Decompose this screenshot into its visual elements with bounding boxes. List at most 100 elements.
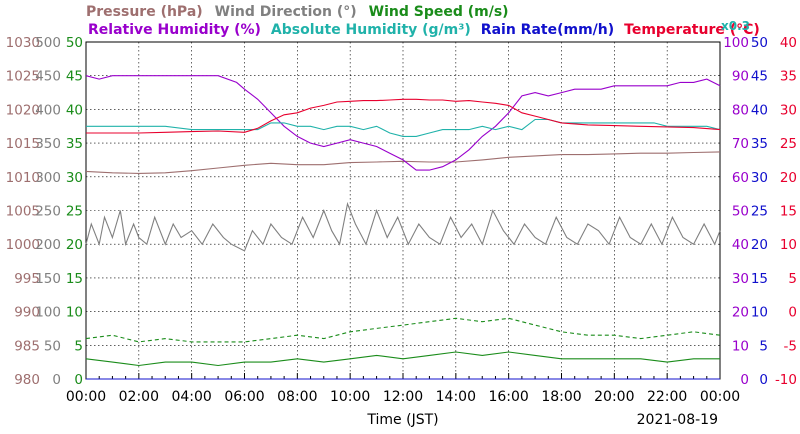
pressure-tick-label: 1010 (6, 170, 40, 186)
pressure-tick-label: 1015 (6, 136, 40, 152)
temperature-line (86, 98, 721, 134)
temperature-tick-label: 25 (780, 136, 797, 152)
rain-rate-tick-label: 15 (751, 271, 768, 287)
humidity-tick-label: 30 (732, 271, 749, 287)
legend-abs-humidity: Absolute Humidity (g/m³) (271, 22, 471, 38)
axis-labels: 00:00 02:00 04:00 06:00 08:00 10:00 12:00 14:00… (6, 35, 797, 405)
rain-rate-tick-label: 10 (751, 305, 768, 321)
temperature-tick-label: -10 (775, 372, 797, 388)
pressure-tick-label: 985 (14, 338, 40, 354)
x-tick-label: 14:00 (436, 389, 476, 405)
humidity-tick-label: 80 (732, 102, 749, 118)
rain-rate-tick-label: 5 (759, 338, 768, 354)
pressure-tick-label: 990 (14, 305, 40, 321)
humidity-tick-label: 10 (732, 338, 749, 354)
temperature-tick-label: 40 (780, 35, 797, 51)
pressure-tick-label: 1020 (6, 102, 40, 118)
pressure-tick-label: 1005 (6, 204, 40, 220)
wind-speed-tick-label: 40 (66, 102, 83, 118)
x-tick-label: 08:00 (277, 389, 317, 405)
legend-wind-speed: Wind Speed (m/s) (369, 4, 509, 20)
rain-rate-tick-label: 30 (751, 170, 768, 186)
humidity-tick-label: 90 (732, 69, 749, 85)
abs-humidity-line (86, 118, 721, 137)
wind-direction-tick-label: 450 (35, 69, 61, 85)
wind-direction-tick-label: 200 (35, 237, 61, 253)
rain-rate-tick-label: 25 (751, 204, 768, 220)
humidity-line (85, 75, 721, 171)
pressure-tick-label: 1000 (6, 237, 40, 253)
legend-humidity: Relative Humidity (%) (88, 22, 261, 38)
temperature-tick-label: 15 (780, 204, 797, 220)
wind-speed-tick-label: 30 (66, 170, 83, 186)
humidity-tick-label: 60 (732, 170, 749, 186)
legend: Pressure (hPa) Wind Direction (°) Wind Spe… (86, 4, 760, 38)
x-tick-label: 20:00 (594, 389, 634, 405)
wind-speed-tick-label: 15 (66, 271, 83, 287)
temperature-tick-label: -5 (784, 338, 797, 354)
x-tick-label: 12:00 (383, 389, 423, 405)
wind-direction-tick-label: 150 (35, 271, 61, 287)
rain-rate-tick-label: 0 (759, 372, 768, 388)
wind-gust-line (85, 317, 721, 343)
legend-temperature: Temperature (°C) (624, 22, 760, 38)
wind-speed-line (85, 351, 720, 367)
x-tick-label: 04:00 (171, 389, 211, 405)
x-tick-label: 06:00 (224, 389, 264, 405)
pressure-tick-label: 980 (14, 372, 40, 388)
wind-direction-tick-label: 0 (52, 372, 61, 388)
wind-speed-tick-label: 10 (66, 305, 83, 321)
rain-rate-tick-label: 20 (751, 237, 768, 253)
gridlines (85, 42, 721, 379)
wind-direction-tick-label: 250 (35, 204, 61, 220)
wind-direction-tick-label: 500 (35, 35, 61, 51)
wind-speed-tick-label: 20 (66, 237, 83, 253)
abs-humidity-factor: x0.3 (721, 19, 750, 33)
x-tick-label: 16:00 (488, 389, 528, 405)
x-tick-label: 10:00 (330, 389, 370, 405)
wind-speed-tick-label: 5 (74, 338, 83, 354)
temperature-tick-label: 35 (780, 69, 797, 85)
humidity-tick-label: 0 (740, 372, 749, 388)
wind-speed-tick-label: 45 (66, 69, 83, 85)
humidity-tick-label: 50 (732, 204, 749, 220)
wind-direction-tick-label: 100 (35, 305, 61, 321)
temperature-tick-label: 10 (780, 237, 797, 253)
temperature-tick-label: 0 (788, 305, 797, 321)
legend-wind-direction: Wind Direction (°) (215, 4, 357, 20)
humidity-tick-label: 40 (732, 237, 749, 253)
pressure-tick-label: 995 (14, 271, 40, 287)
legend-rain-rate: Rain Rate(mm/h) (481, 22, 614, 38)
x-tick-label: 18:00 (541, 389, 581, 405)
wind-direction-tick-label: 400 (35, 102, 61, 118)
wind-speed-tick-label: 25 (66, 204, 83, 220)
wind-direction-tick-label: 50 (44, 338, 61, 354)
x-tick-label: 00:00 (66, 389, 106, 405)
wind-direction-tick-label: 350 (35, 136, 61, 152)
wind-speed-tick-label: 35 (66, 136, 83, 152)
rain-rate-tick-label: 45 (751, 69, 768, 85)
chart-date: 2021-08-19 (637, 412, 718, 428)
wind-speed-tick-label: 0 (74, 372, 83, 388)
wind-speed-tick-label: 50 (66, 35, 83, 51)
x-tick-label: 22:00 (647, 389, 687, 405)
temperature-tick-label: 5 (788, 271, 797, 287)
pressure-tick-label: 1025 (6, 69, 40, 85)
humidity-tick-label: 20 (732, 305, 749, 321)
humidity-tick-label: 100 (723, 35, 749, 51)
rain-rate-tick-label: 40 (751, 102, 768, 118)
pressure-line (85, 151, 721, 174)
rain-rate-tick-label: 50 (751, 35, 768, 51)
wind-direction-line (85, 201, 721, 252)
wind-direction-tick-label: 300 (35, 170, 61, 186)
x-axis-title: Time (JST) (366, 412, 438, 428)
series-lines (85, 75, 721, 380)
humidity-tick-label: 70 (732, 136, 749, 152)
temperature-tick-label: 30 (780, 102, 797, 118)
rain-rate-tick-label: 35 (751, 136, 768, 152)
legend-pressure: Pressure (hPa) (86, 4, 203, 20)
x-tick-label: 00:00 (700, 389, 740, 405)
temperature-tick-label: 20 (780, 170, 797, 186)
